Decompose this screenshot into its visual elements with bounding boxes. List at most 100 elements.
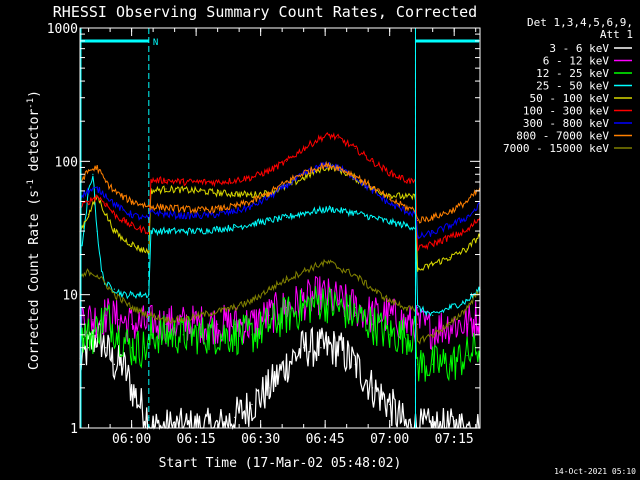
series-3-point-30	[417, 307, 419, 309]
series-6-point-5	[122, 209, 124, 211]
series-5-point-9	[150, 179, 152, 181]
series-1-point-6	[148, 323, 150, 325]
series-8-point-5	[122, 300, 124, 302]
series-3-point-26	[371, 216, 374, 218]
series-3-point-27	[389, 221, 391, 223]
x-tick-label-0: 06:00	[112, 432, 151, 447]
series-5-point-21	[337, 137, 339, 139]
series-5-point-19	[320, 137, 322, 139]
series-2-point-9	[182, 334, 184, 336]
series-1-point-1	[92, 319, 94, 321]
series-line-5	[79, 132, 481, 252]
series-3-point-32	[449, 307, 451, 309]
legend-label-1: 6 - 12 keV	[543, 55, 610, 68]
series-8-point-6	[131, 307, 133, 309]
series-5-point-4	[113, 213, 115, 215]
series-4-point-15	[251, 194, 253, 196]
x-tick-label-2: 06:30	[241, 432, 280, 447]
y-axis-label-sup1: -1	[26, 179, 36, 190]
series-2-point-5	[143, 347, 146, 349]
series-7-point-21	[337, 166, 339, 168]
series-3-point-16	[217, 228, 219, 230]
y-axis-label-main: Corrected Count Rate (s	[27, 190, 42, 370]
series-8-point-21	[337, 266, 339, 269]
series-points-8	[79, 261, 481, 342]
series-2-point-26	[449, 363, 451, 365]
series-1-point-15	[285, 307, 288, 309]
series-2-point-10	[199, 334, 201, 336]
series-1-point-21	[389, 314, 391, 316]
series-6-point-28	[432, 232, 434, 234]
series-line-7	[79, 160, 481, 224]
series-6-point-16	[268, 196, 270, 198]
x-axis-ticks: 06:00 06:15 06:30 06:45 07:00 07:15	[88, 28, 477, 447]
series-line-6	[79, 161, 481, 240]
series-5-point-14	[234, 179, 236, 181]
series-5-point-10	[165, 179, 167, 181]
series-4-point-12	[199, 190, 201, 192]
series-8-point-15	[251, 300, 253, 302]
y-tick-label-1: 10	[62, 289, 78, 304]
series-2-point-11	[217, 334, 219, 336]
series-0-point-18	[303, 347, 305, 349]
series-1-point-11	[217, 323, 219, 325]
series-5-point-24	[389, 172, 391, 174]
series-7-point-7	[139, 203, 141, 205]
series-3-point-25	[354, 212, 356, 214]
series-6-point-3	[105, 194, 107, 196]
series-7-point-14	[234, 205, 236, 207]
series-2-point-24	[417, 363, 419, 365]
series-0-point-16	[268, 387, 270, 389]
series-2-point-1	[92, 334, 94, 336]
series-3-point-17	[234, 226, 236, 228]
series-3-point-10	[139, 294, 141, 296]
series-0-point-21	[354, 363, 356, 365]
series-3-point-19	[268, 219, 270, 222]
series-8-point-18	[303, 270, 305, 272]
series-2-point-19	[354, 314, 356, 316]
series-5-point-25	[406, 179, 408, 181]
series-4-point-1	[88, 213, 90, 215]
series-4-point-24	[389, 194, 391, 196]
series-2-point-12	[234, 334, 236, 336]
series-8-point-19	[320, 263, 322, 265]
series-4-point-7	[139, 248, 141, 250]
series-8-point-13	[217, 310, 219, 312]
series-2-point-22	[406, 334, 408, 336]
series-1-point-24	[417, 323, 419, 325]
series-6-point-23	[371, 190, 374, 192]
series-2-point-16	[303, 307, 305, 309]
legend-label-8: 7000 - 15000 keV	[503, 142, 609, 155]
series-2-point-17	[320, 300, 322, 302]
legend-label-4: 50 - 100 keV	[530, 92, 610, 105]
legend-header-0: Det 1,3,4,5,6,9,	[527, 16, 633, 29]
series-2-point-25	[432, 363, 434, 365]
series-7-point-25	[406, 207, 408, 209]
series-1-point-16	[303, 300, 305, 302]
legend-label-6: 300 - 800 keV	[523, 117, 609, 130]
series-5-point-11	[182, 181, 184, 183]
series-7-point-15	[251, 200, 253, 203]
series-5-point-12	[199, 181, 201, 183]
series-3-point-14	[182, 230, 184, 232]
series-2-point-18	[337, 307, 339, 309]
series-8	[79, 258, 481, 345]
y-tick-label-3: 1000	[47, 22, 78, 37]
series-6-point-2	[96, 188, 98, 190]
series-5-point-5	[122, 219, 124, 222]
series-6-point-4	[113, 203, 115, 205]
series-3-point-3	[92, 173, 94, 175]
series-1-point-17	[320, 294, 322, 296]
series-6-point-29	[449, 224, 451, 227]
series-6-point-17	[285, 184, 288, 186]
legend-label-5: 100 - 300 keV	[523, 105, 609, 118]
series-6-point-13	[217, 213, 219, 215]
series-8-point-7	[139, 310, 141, 312]
series-5-point-13	[217, 181, 219, 183]
series-6-point-10	[165, 213, 167, 215]
series-0-point-22	[371, 387, 374, 389]
x-axis-label: Start Time (17-Mar-02 05:48:02)	[159, 456, 402, 471]
series-0-point-17	[285, 363, 288, 365]
series-4-point-4	[113, 230, 115, 232]
